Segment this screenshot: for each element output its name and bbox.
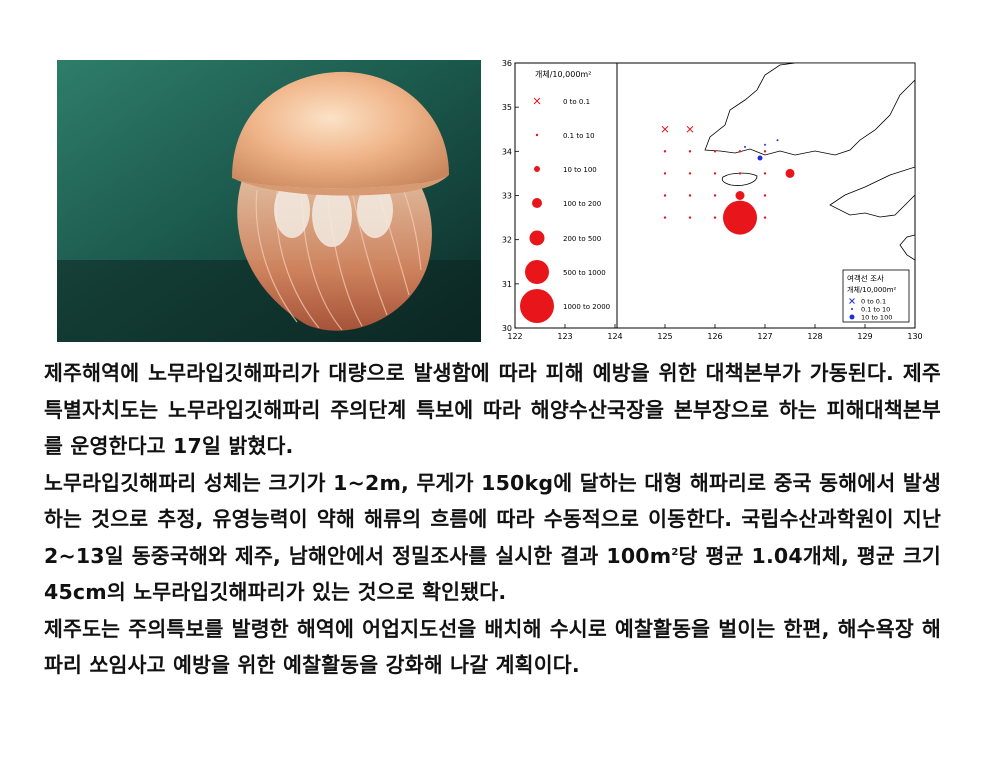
ferry-legend-cross bbox=[849, 298, 855, 304]
survey-small-marker bbox=[688, 172, 692, 175]
legend-circle-marker bbox=[534, 166, 540, 172]
x-tick-label: 129 bbox=[857, 332, 872, 341]
survey-small-marker bbox=[713, 172, 717, 175]
legend-item-label: 0 to 0.1 bbox=[563, 98, 590, 106]
legend-item-label: 500 to 1000 bbox=[563, 269, 606, 277]
survey-cross-marker bbox=[686, 125, 694, 133]
survey-small-marker bbox=[738, 172, 742, 175]
legend-item-label: 1000 to 2000 bbox=[563, 303, 610, 311]
article-paragraph-2: 노무라입깃해파리 성체는 크기가 1~2m, 무게가 150kg에 달하는 대형… bbox=[44, 470, 941, 605]
ferry-dot-marker bbox=[757, 155, 763, 161]
legend-circle-marker bbox=[532, 198, 542, 208]
x-tick-label: 128 bbox=[807, 332, 822, 341]
coastline bbox=[704, 62, 916, 261]
ferry-legend-dot bbox=[849, 314, 855, 320]
jellyfish-photo bbox=[57, 60, 481, 342]
legend-item-label: 100 to 200 bbox=[563, 200, 601, 208]
y-tick-label: 32 bbox=[502, 236, 512, 245]
survey-small-marker bbox=[763, 194, 767, 197]
ferry-dot-marker bbox=[744, 145, 746, 148]
survey-small-marker bbox=[763, 172, 767, 175]
x-tick-label: 130 bbox=[907, 332, 922, 341]
article-paragraph-3: 제주도는 주의특보를 발령한 해역에 어업지도선을 배치해 수시로 예찰활동을 … bbox=[44, 616, 941, 678]
legend-item-label: 0.1 to 10 bbox=[563, 132, 595, 140]
survey-medium-marker bbox=[785, 168, 795, 178]
y-tick-label: 34 bbox=[502, 147, 512, 156]
ferry-legend-label: 0.1 to 10 bbox=[861, 306, 890, 314]
survey-small-marker bbox=[688, 194, 692, 197]
right-legend-subtitle: 개체/10,000m² bbox=[847, 285, 897, 294]
survey-small-marker bbox=[663, 194, 667, 197]
survey-small-marker bbox=[713, 150, 717, 153]
y-tick-label: 31 bbox=[502, 280, 512, 289]
y-tick-label: 36 bbox=[502, 59, 512, 68]
right-legend-box bbox=[842, 269, 910, 323]
survey-cross-marker bbox=[661, 125, 669, 133]
ferry-legend-label: 0 to 0.1 bbox=[861, 298, 886, 306]
legend-cross-marker bbox=[533, 97, 541, 105]
survey-small-marker bbox=[763, 216, 767, 219]
survey-small-marker bbox=[663, 150, 667, 153]
x-tick-label: 126 bbox=[707, 332, 722, 341]
x-tick-label: 127 bbox=[757, 332, 772, 341]
legend-circle-marker bbox=[520, 289, 554, 323]
left-legend-title: 개체/10,000m² bbox=[535, 69, 591, 79]
survey-small-marker bbox=[688, 150, 692, 153]
legend-item-label: 10 to 100 bbox=[563, 166, 597, 174]
distribution-map: 122 123 124 125 126 127 128 129 130 30 31 32 33 34 35… bbox=[495, 55, 925, 350]
y-tick-label: 30 bbox=[502, 324, 512, 333]
legend-circle-marker bbox=[525, 260, 549, 284]
x-tick-label: 122 bbox=[507, 332, 522, 341]
survey-small-marker bbox=[738, 150, 742, 153]
article-paragraph-1: 제주해역에 노무라입깃해파리가 대량으로 발생함에 따라 피해 예방을 위한 대… bbox=[44, 361, 941, 458]
ferry-dot-marker bbox=[764, 143, 766, 146]
survey-small-marker bbox=[688, 216, 692, 219]
y-tick-label: 35 bbox=[502, 103, 512, 112]
legend-circle-marker bbox=[535, 133, 539, 137]
survey-small-marker bbox=[663, 216, 667, 219]
survey-medium-marker bbox=[735, 191, 745, 200]
survey-small-marker bbox=[713, 216, 717, 219]
legend-circle-marker bbox=[529, 230, 545, 246]
x-tick-label: 123 bbox=[557, 332, 572, 341]
survey-small-marker bbox=[663, 172, 667, 175]
ferry-dot-marker bbox=[776, 139, 779, 142]
article-body: 제주해역에 노무라입깃해파리가 대량으로 발생함에 따라 피해 예방을 위한 대… bbox=[44, 355, 941, 684]
ferry-legend-label: 10 to 100 bbox=[861, 314, 892, 322]
legend-item-label: 200 to 500 bbox=[563, 235, 601, 243]
survey-large-marker bbox=[723, 200, 757, 235]
x-tick-label: 125 bbox=[657, 332, 672, 341]
y-tick-label: 33 bbox=[502, 192, 512, 201]
survey-small-marker bbox=[713, 194, 717, 197]
ferry-legend-dot bbox=[851, 308, 853, 310]
right-legend-title: 여객선 조사 bbox=[847, 273, 884, 283]
survey-small-marker bbox=[763, 150, 767, 153]
x-tick-label: 124 bbox=[607, 332, 622, 341]
